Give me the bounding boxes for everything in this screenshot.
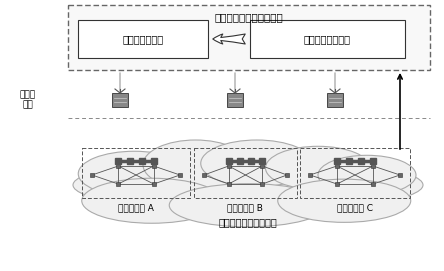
Bar [250, 20, 405, 58]
Ellipse shape [78, 151, 190, 196]
Bar [300, 148, 410, 198]
Ellipse shape [82, 178, 222, 223]
Bar [82, 148, 190, 198]
Bar [68, 5, 430, 70]
Text: 软件定义网络全局控制器: 软件定义网络全局控制器 [214, 12, 283, 22]
Text: 本地管理域 C: 本地管理域 C [337, 203, 373, 212]
Text: 本地管理域 B: 本地管理域 B [227, 203, 263, 212]
Ellipse shape [266, 146, 370, 189]
Text: 非实时流量调度器: 非实时流量调度器 [304, 34, 351, 44]
Bar [194, 148, 297, 198]
Ellipse shape [143, 140, 248, 189]
Ellipse shape [318, 155, 416, 195]
Ellipse shape [73, 158, 423, 212]
Bar [327, 93, 343, 107]
Text: 本地控制管理器: 本地控制管理器 [123, 34, 163, 44]
Bar [78, 20, 208, 58]
Text: 本地控
制器: 本地控 制器 [20, 90, 36, 110]
Ellipse shape [201, 140, 313, 187]
Ellipse shape [169, 184, 327, 227]
Bar [227, 93, 243, 107]
Bar [112, 93, 128, 107]
Text: 软件定义网络数据平面: 软件定义网络数据平面 [218, 217, 278, 227]
Ellipse shape [278, 179, 411, 222]
Text: 本地管理域 A: 本地管理域 A [118, 203, 154, 212]
